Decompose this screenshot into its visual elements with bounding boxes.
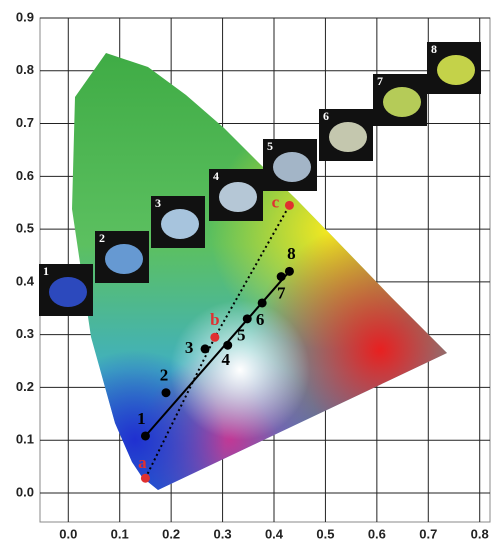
y-tick-label: 0.4: [16, 273, 35, 288]
point-label: 8: [287, 244, 296, 263]
chart: 12345678 0.00.10.20.30.40.50.60.70.80.00…: [0, 0, 500, 544]
data-point: [162, 388, 171, 397]
y-tick-label: 0.1: [16, 432, 34, 447]
point-label: 7: [277, 284, 286, 303]
point-label: 2: [160, 366, 169, 385]
photo-label: 6: [323, 109, 329, 123]
y-tick-label: 0.2: [16, 379, 34, 394]
y-tick-label: 0.7: [16, 115, 34, 130]
y-tick-label: 0.0: [16, 484, 34, 499]
point-label: 1: [137, 409, 146, 428]
point-label: 5: [237, 326, 246, 345]
x-tick-label: 0.5: [316, 526, 334, 541]
x-tick-label: 0.6: [368, 526, 386, 541]
photo-label: 4: [213, 169, 219, 183]
point-label: c: [272, 192, 280, 211]
y-tick-label: 0.3: [16, 326, 34, 341]
photo-sample: [437, 55, 475, 85]
photo-sample: [329, 122, 367, 152]
photo-label: 3: [155, 196, 161, 210]
data-point: [223, 341, 232, 350]
photo-sample: [161, 209, 199, 239]
y-tick-label: 0.6: [16, 168, 34, 183]
photo-sample: [383, 87, 421, 117]
x-tick-label: 0.3: [214, 526, 232, 541]
y-tick-label: 0.8: [16, 62, 34, 77]
data-point: [243, 314, 252, 323]
data-point: [258, 298, 267, 307]
data-point: [285, 201, 294, 210]
photo-label: 5: [267, 139, 273, 153]
photo-label: 2: [99, 231, 105, 245]
x-tick-label: 0.0: [59, 526, 77, 541]
data-point: [141, 431, 150, 440]
data-point: [285, 267, 294, 276]
x-tick-label: 0.1: [111, 526, 129, 541]
photo-sample: [219, 182, 257, 212]
x-tick-label: 0.7: [419, 526, 437, 541]
x-tick-label: 0.8: [471, 526, 489, 541]
photo-sample: [105, 244, 143, 274]
photo-label: 7: [377, 74, 383, 88]
point-label: 4: [221, 350, 230, 369]
photo-label: 8: [431, 42, 437, 56]
photo-label: 1: [43, 264, 49, 278]
point-label: 6: [256, 310, 265, 329]
point-label: 3: [185, 338, 194, 357]
photo-sample: [49, 277, 87, 307]
data-point: [210, 333, 219, 342]
data-point: [277, 272, 286, 281]
point-label: a: [138, 453, 147, 472]
y-tick-label: 0.9: [16, 9, 34, 24]
y-tick-label: 0.5: [16, 221, 34, 236]
x-tick-label: 0.2: [162, 526, 180, 541]
x-tick-label: 0.4: [265, 526, 284, 541]
data-point: [141, 474, 150, 483]
point-label: b: [210, 310, 219, 329]
photo-sample: [273, 152, 311, 182]
